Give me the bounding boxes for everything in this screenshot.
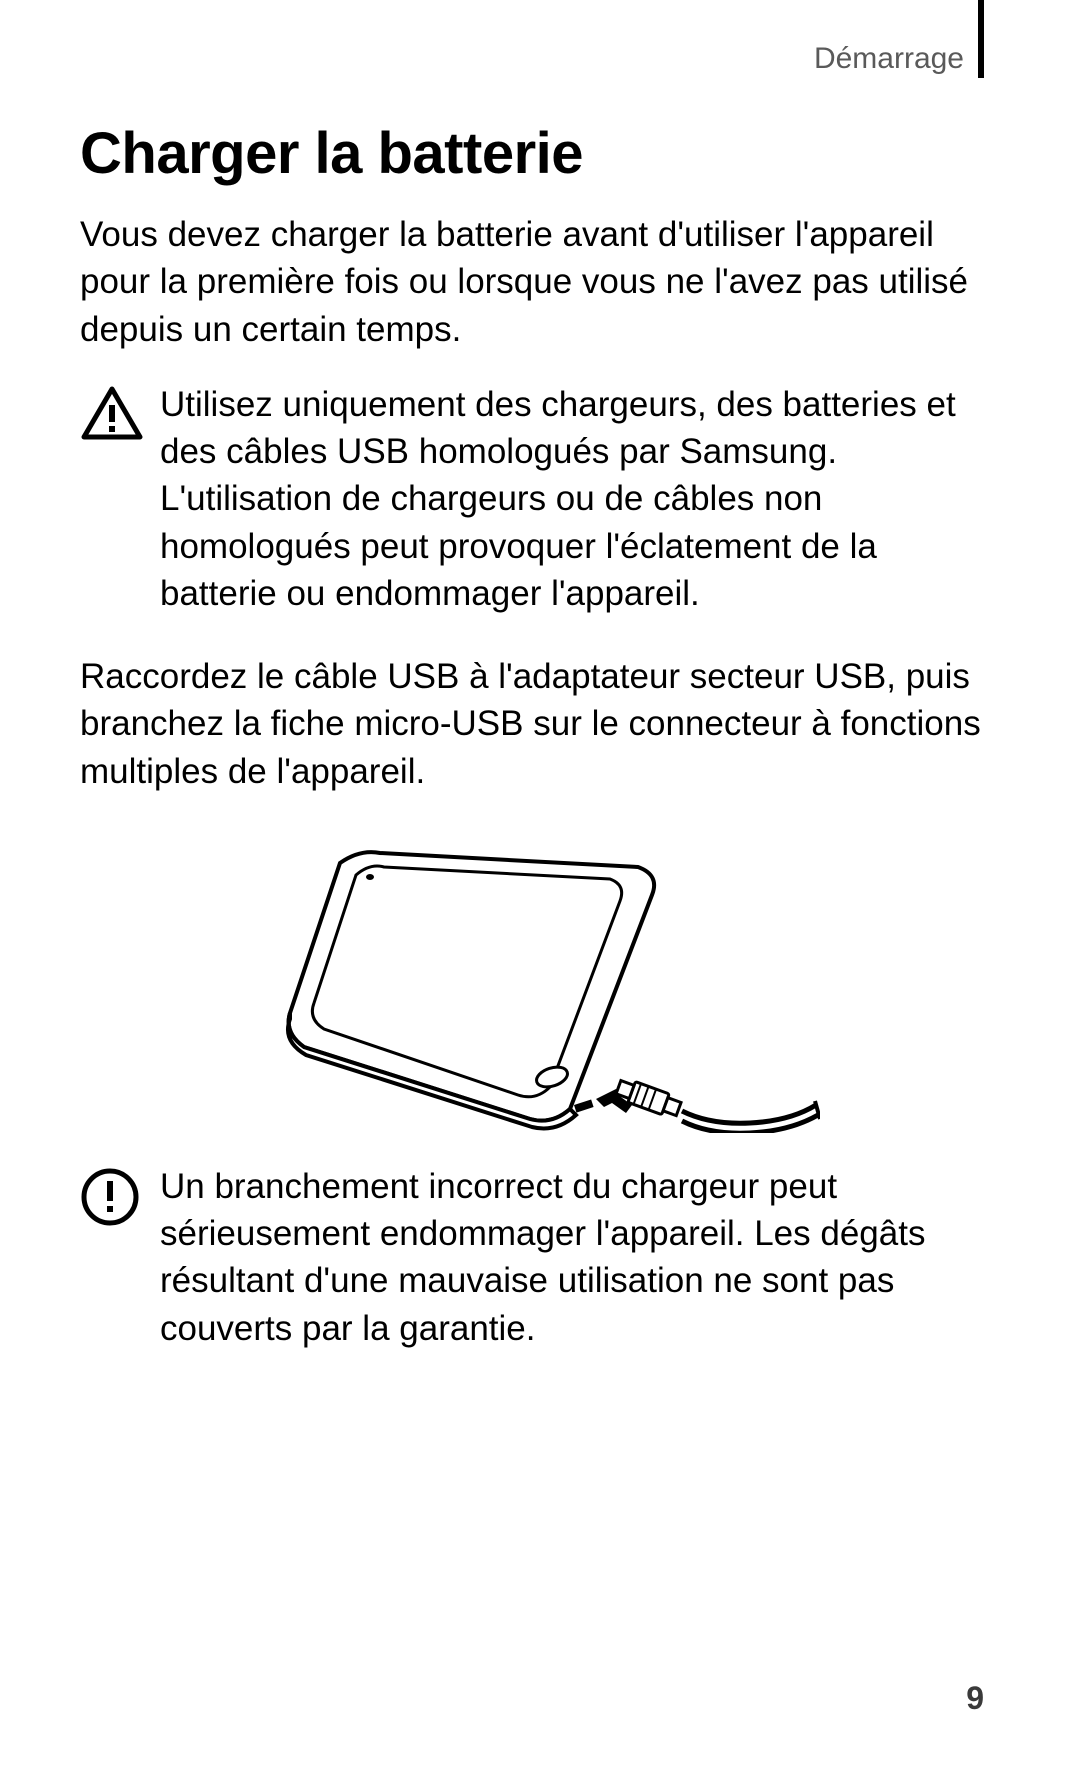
warning-triangle-icon: [80, 385, 144, 448]
caution-circle-icon: [80, 1167, 144, 1232]
page-number: 9: [966, 1680, 984, 1717]
page-title: Charger la batterie: [80, 120, 1000, 187]
header-divider-bar: [978, 0, 984, 78]
warning-text: Utilisez uniquement des chargeurs, des b…: [160, 381, 1000, 617]
warning-callout: Utilisez uniquement des chargeurs, des b…: [80, 381, 1000, 617]
instruction-paragraph: Raccordez le câble USB à l'adaptateur se…: [80, 653, 1000, 795]
tablet-usb-connection-diagram: [260, 823, 820, 1133]
caution-text: Un branchement incorrect du chargeur peu…: [160, 1163, 1000, 1352]
section-header-label: Démarrage: [814, 42, 964, 76]
intro-paragraph: Vous devez charger la batterie avant d'u…: [80, 211, 1000, 353]
manual-page: Démarrage Charger la batterie Vous devez…: [0, 0, 1080, 1771]
caution-callout: Un branchement incorrect du chargeur peu…: [80, 1163, 1000, 1352]
